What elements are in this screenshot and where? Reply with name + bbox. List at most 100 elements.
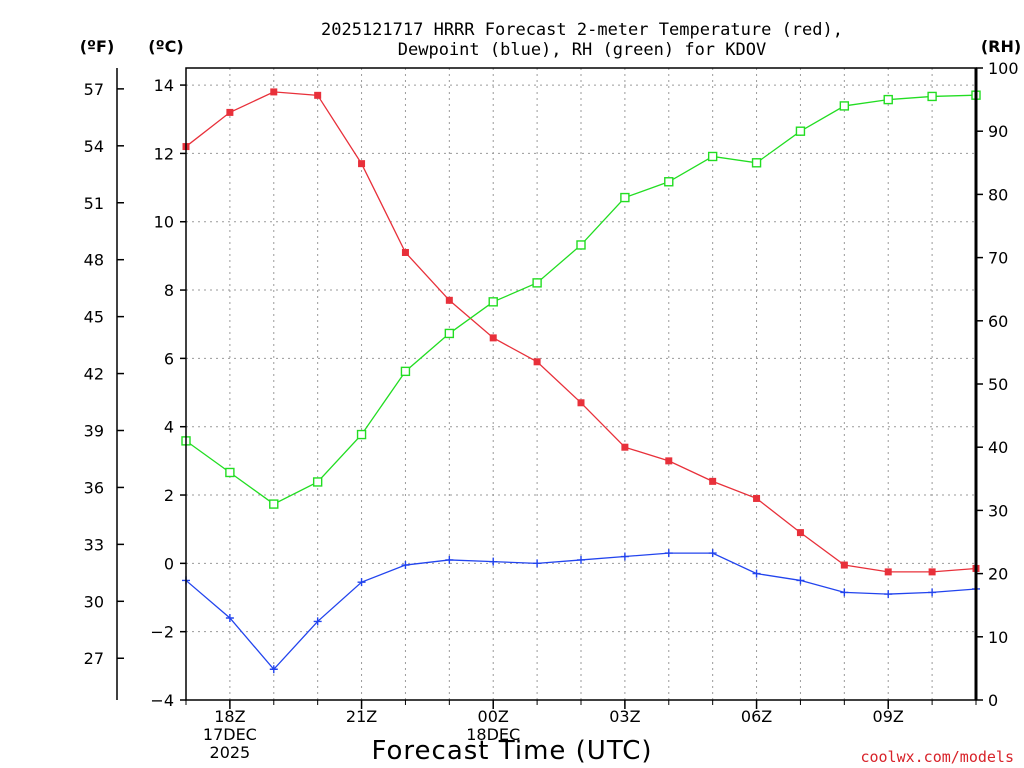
axes: −4 −2 0 2 4 6 8 10 12 14 27 30 33 36 39 42 45 48 51 54 57 0 10… [84, 59, 1019, 762]
rh-tick-label: 90 [988, 122, 1008, 141]
rh-tick-label: 100 [988, 59, 1019, 78]
data-series [181, 88, 981, 674]
fahrenheit-tick-label: 39 [84, 421, 104, 440]
rh-tick-label: 0 [988, 691, 998, 710]
chart-title-line-1: 2025121717 HRRR Forecast 2-meter Tempera… [321, 20, 843, 40]
rh-tick-label: 60 [988, 312, 1008, 331]
rh-point [225, 467, 235, 478]
fahrenheit-tick-label: 42 [84, 365, 104, 384]
temperature-point [358, 160, 366, 168]
temperature-point [796, 529, 804, 537]
celsius-tick-label: 6 [164, 349, 174, 368]
x-tick-label: 21Z [346, 707, 377, 726]
temperature-point [577, 399, 585, 407]
rh-tick-label: 40 [988, 438, 1008, 457]
rh-tick-label: 10 [988, 628, 1008, 647]
fahrenheit-tick-label: 27 [84, 649, 104, 668]
fahrenheit-tick-label: 48 [84, 251, 104, 270]
celsius-tick-label: −2 [150, 623, 174, 642]
rh-point [400, 366, 411, 377]
temperature-line [185, 91, 977, 573]
plot-frame [185, 67, 977, 701]
rh-axis-unit: (RH) [981, 37, 1021, 56]
x-tick-label: 2025 [210, 743, 251, 762]
rh-point [269, 499, 279, 509]
rh-point [488, 297, 498, 307]
rh-point [532, 278, 542, 288]
dewpoint-point [357, 578, 366, 587]
x-tick-label: 00Z [478, 707, 509, 726]
celsius-tick-label: 2 [164, 486, 174, 505]
fahrenheit-tick-label: 45 [84, 308, 104, 327]
dewpoint-point [577, 555, 585, 564]
rh-point [883, 94, 893, 105]
fahrenheit-tick-label: 57 [84, 80, 104, 99]
temperature-point [314, 91, 322, 99]
celsius-tick-label: 10 [154, 213, 174, 232]
x-axis-title: Forecast Time (UTC) [371, 736, 652, 766]
dewpoint-point [489, 557, 498, 566]
temperature-point [753, 494, 761, 502]
celsius-tick-label: 12 [154, 144, 174, 163]
x-tick-label: 09Z [873, 707, 904, 726]
temperature-point [226, 108, 234, 116]
rh-point [576, 240, 586, 250]
dewpoint-point [445, 555, 454, 564]
x-tick-label: 18DEC [466, 725, 520, 744]
rh-line [185, 94, 977, 505]
dewpoint-point [313, 617, 322, 626]
temperature-series [182, 88, 980, 576]
dewpoint-point [620, 552, 629, 561]
temperature-point [928, 568, 936, 576]
rh-tick-label: 80 [988, 185, 1008, 204]
celsius-axis-unit: (ºC) [148, 37, 183, 56]
dewpoint-point [840, 588, 849, 597]
source-credit: coolwx.com/models [860, 748, 1014, 766]
rh-point [927, 91, 937, 102]
rh-point [664, 177, 674, 187]
fahrenheit-tick-label: 51 [84, 194, 104, 213]
rh-point [620, 192, 630, 203]
dewpoint-series [182, 549, 980, 674]
rh-point [356, 429, 367, 440]
temperature-point [621, 443, 629, 451]
dewpoint-point [884, 590, 893, 599]
celsius-tick-label: 4 [164, 418, 174, 437]
dewpoint-point [664, 549, 673, 558]
rh-point [751, 158, 762, 168]
x-tick-label: 03Z [609, 707, 640, 726]
rh-point [444, 328, 455, 339]
celsius-tick-label: 8 [164, 281, 174, 300]
fahrenheit-tick-label: 33 [84, 535, 104, 554]
celsius-tick-label: −4 [150, 691, 174, 710]
temperature-point [401, 248, 409, 256]
fahrenheit-tick-label: 30 [84, 592, 104, 611]
temperature-point [533, 358, 541, 366]
temperature-point [840, 561, 848, 569]
dewpoint-point [796, 576, 805, 585]
temperature-point [665, 457, 673, 465]
rh-tick-label: 70 [988, 249, 1008, 268]
x-tick-label: 17DEC [203, 725, 257, 744]
celsius-tick-label: 0 [164, 554, 174, 573]
temperature-point [445, 296, 453, 304]
rh-tick-label: 50 [988, 375, 1008, 394]
x-tick-label: 18Z [214, 707, 245, 726]
rh-tick-label: 30 [988, 501, 1008, 520]
temperature-point [270, 88, 278, 96]
grid-lines [186, 68, 976, 700]
rh-point [707, 151, 718, 162]
temperature-point [489, 334, 497, 342]
dewpoint-point [401, 561, 410, 570]
rh-point [795, 126, 806, 136]
dewpoint-point [708, 549, 717, 558]
dewpoint-point [533, 559, 542, 568]
dewpoint-point [269, 665, 278, 674]
dewpoint-point [752, 569, 761, 578]
fahrenheit-axis-unit: (ºF) [80, 37, 115, 56]
temperature-point [709, 477, 717, 485]
fahrenheit-tick-label: 36 [84, 478, 104, 497]
dewpoint-point [928, 588, 937, 597]
temperature-point [884, 568, 892, 576]
